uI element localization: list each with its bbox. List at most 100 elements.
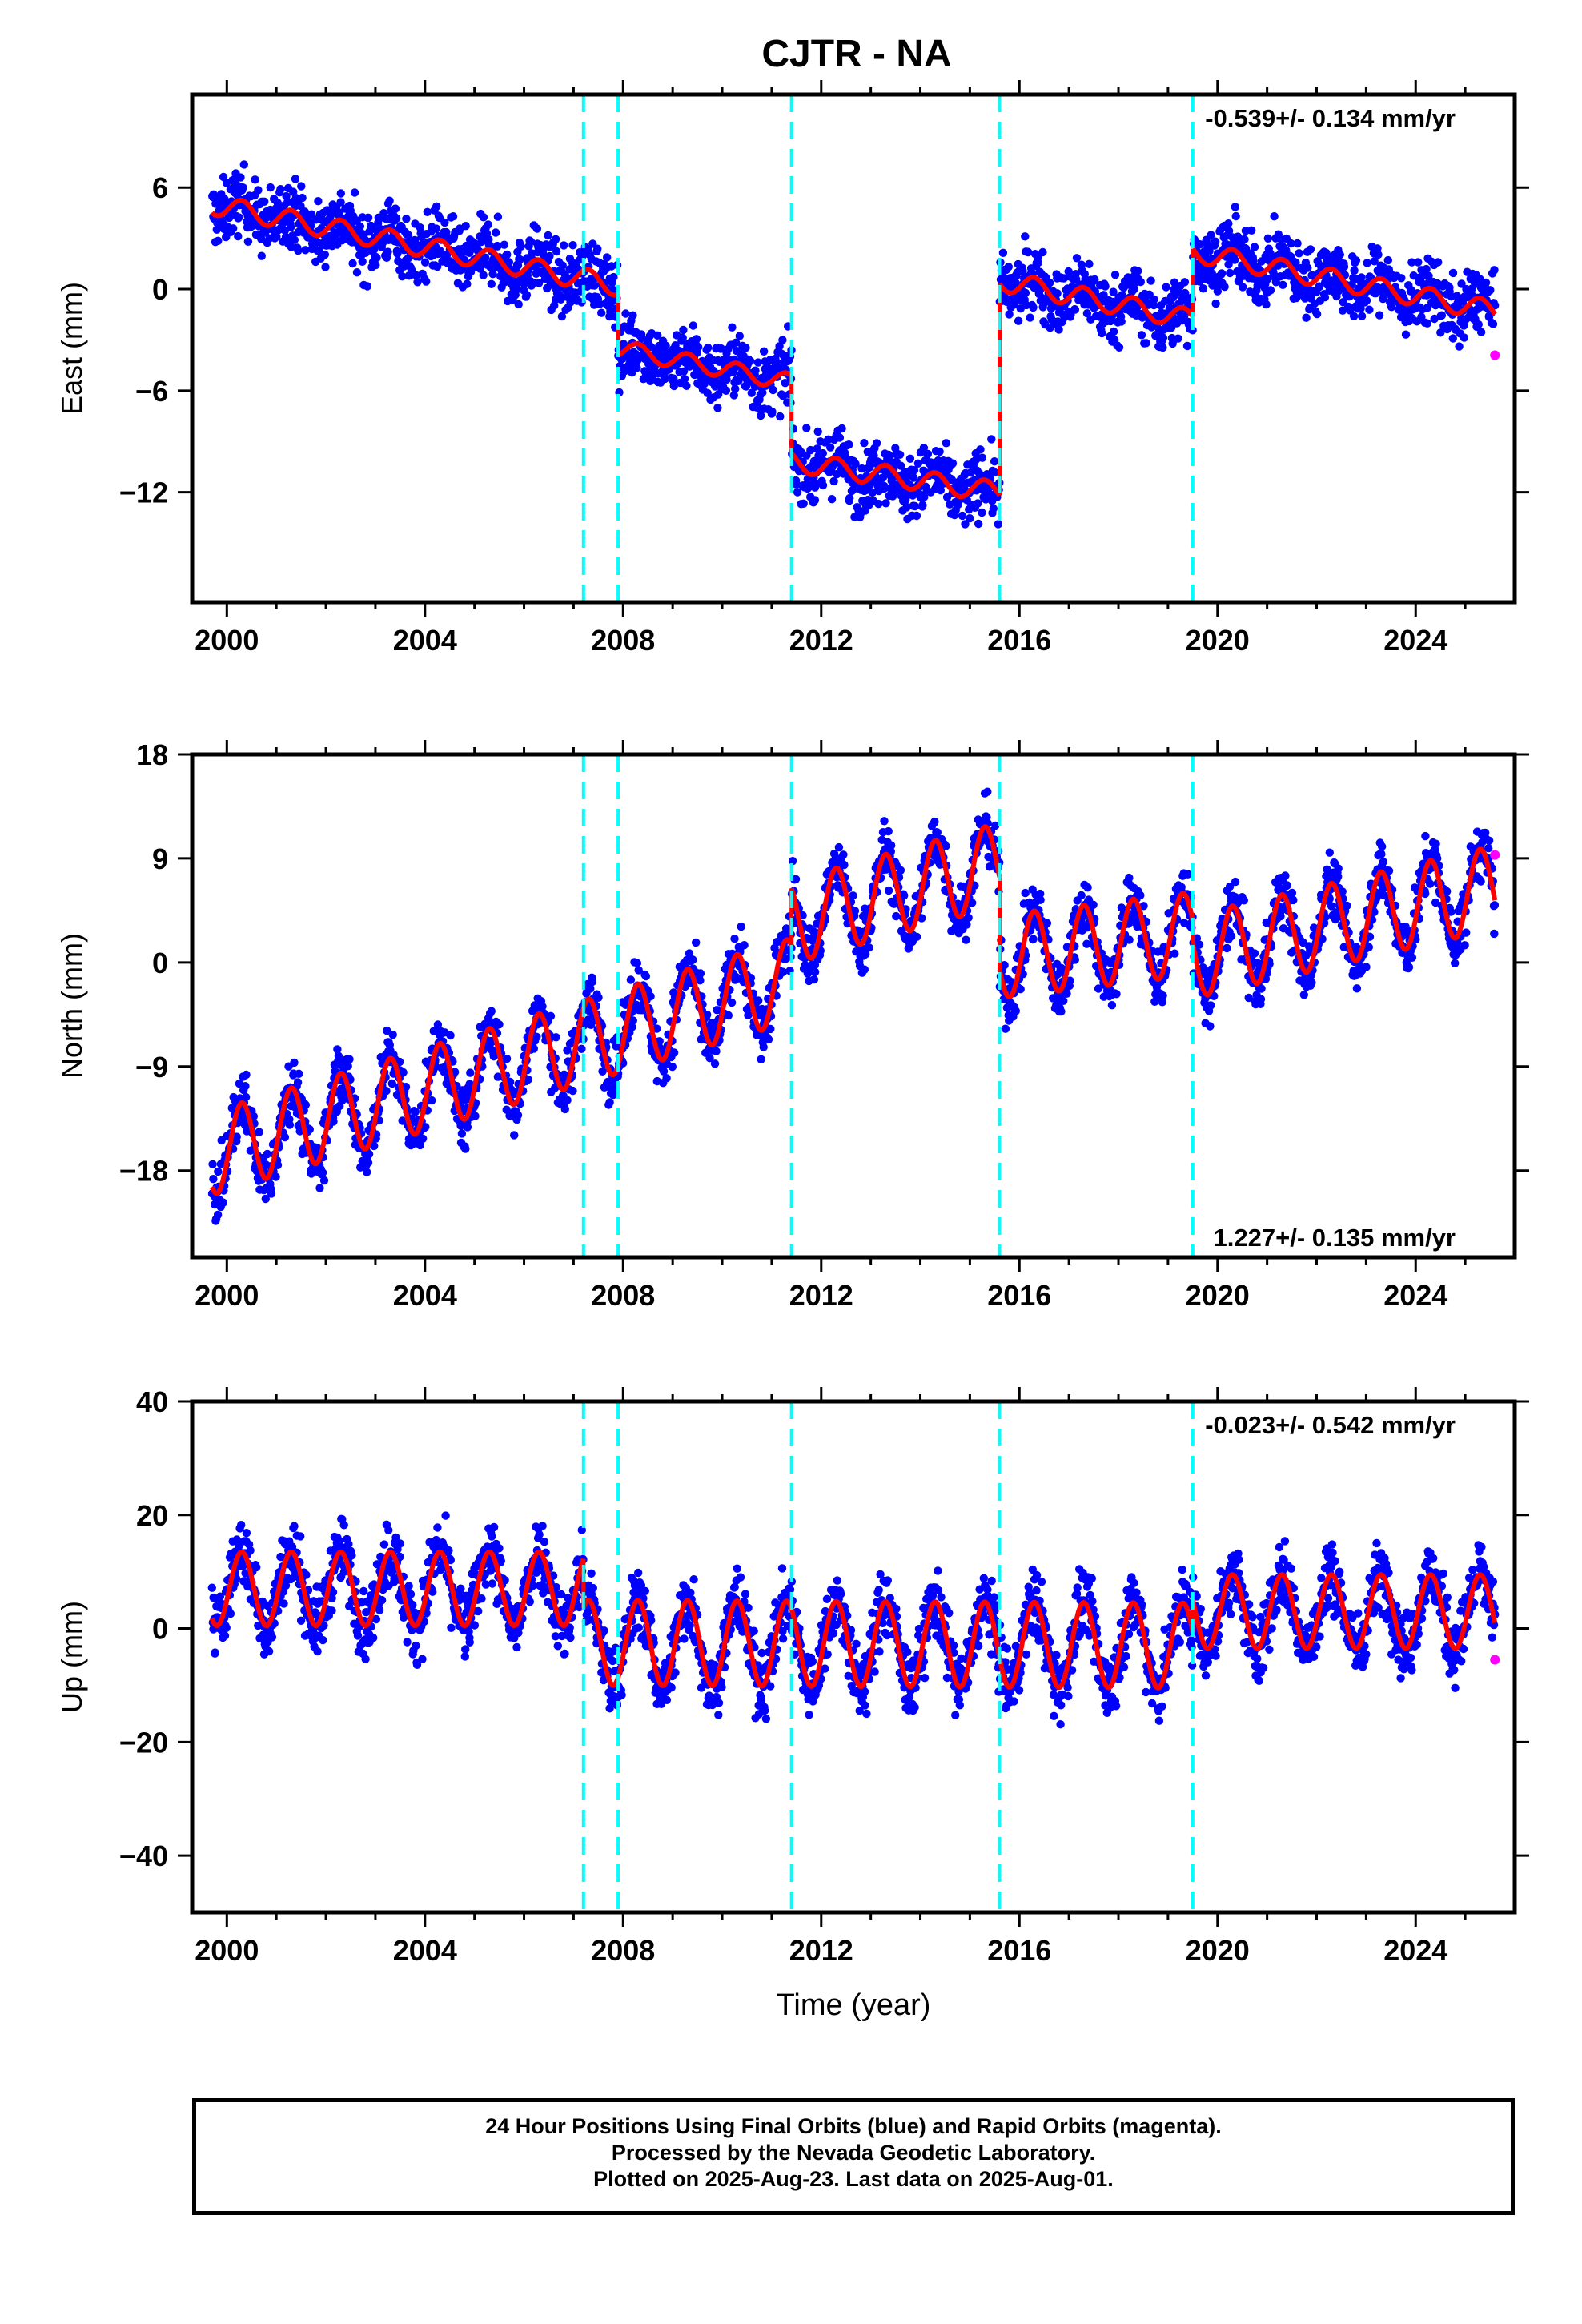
east-point	[896, 461, 905, 470]
east-point	[895, 450, 905, 459]
north-point	[968, 899, 977, 907]
north-point	[1309, 923, 1319, 932]
north-point	[382, 1087, 391, 1096]
east-point	[595, 300, 604, 308]
north-point	[737, 922, 745, 931]
north-point	[917, 914, 926, 923]
north-point	[246, 1146, 255, 1155]
north-point	[1283, 881, 1291, 890]
east-point	[902, 503, 911, 512]
east-point	[768, 408, 777, 416]
north-point	[834, 842, 844, 852]
east-point	[1109, 327, 1118, 336]
east-point	[1262, 300, 1271, 309]
north-point	[865, 943, 873, 952]
north-point	[1029, 935, 1038, 943]
north-point	[241, 1092, 251, 1102]
east-point	[276, 185, 285, 194]
east-point	[1437, 311, 1447, 320]
north-point	[839, 850, 848, 859]
panel-north: 2000 2004 2008 2012 2016 2020 20241890−9−18Nor…	[55, 738, 1529, 1312]
east-point	[826, 443, 835, 452]
east-point	[1029, 303, 1038, 312]
north-point	[626, 975, 636, 984]
east-point	[463, 279, 472, 288]
north-point	[568, 1086, 577, 1096]
north-point	[563, 1096, 572, 1104]
east-point	[1401, 330, 1411, 339]
east-point	[935, 447, 944, 456]
north-point	[759, 1043, 768, 1051]
east-point	[514, 300, 523, 309]
east-point	[711, 382, 720, 391]
north-point	[724, 1011, 733, 1020]
east-point	[669, 381, 678, 391]
north-point	[942, 842, 950, 850]
east-point	[516, 242, 525, 251]
north-point	[586, 984, 595, 993]
east-point	[781, 379, 789, 388]
east-point	[792, 480, 801, 489]
north-point	[338, 1096, 347, 1105]
east-point	[653, 331, 662, 340]
east-point	[422, 277, 431, 286]
east-point	[845, 440, 853, 449]
east-point	[778, 392, 788, 400]
east-point	[994, 520, 1003, 529]
east-point	[837, 424, 846, 433]
east-point	[1185, 318, 1194, 327]
east-point	[1397, 274, 1406, 283]
east-point	[905, 454, 915, 463]
north-point	[598, 1067, 607, 1076]
north-point	[1227, 931, 1236, 941]
east-point	[1053, 289, 1062, 298]
east-xtick-label: 2024	[1383, 624, 1447, 657]
east-point	[558, 261, 567, 270]
east-point	[1165, 304, 1174, 312]
north-point	[219, 1198, 227, 1207]
east-point	[420, 258, 430, 267]
east-point	[1174, 334, 1182, 343]
east-point	[1134, 267, 1142, 275]
east-point	[1182, 341, 1192, 351]
north-point	[396, 1057, 404, 1067]
north-point	[510, 1131, 519, 1140]
east-point	[551, 235, 560, 243]
north-point	[641, 971, 651, 981]
east-point	[534, 279, 544, 287]
east-point	[423, 207, 432, 216]
north-point	[962, 920, 971, 929]
east-point	[912, 511, 921, 521]
north-point	[840, 860, 849, 870]
east-point	[1320, 293, 1330, 302]
east-point	[910, 501, 920, 511]
east-point	[1011, 278, 1020, 287]
east-point	[1220, 282, 1229, 292]
north-point	[1338, 887, 1347, 896]
east-point	[593, 244, 602, 253]
east-point	[913, 459, 923, 468]
east-point	[355, 222, 364, 231]
east-point	[806, 445, 815, 455]
east-point	[998, 248, 1008, 257]
east-point	[1146, 276, 1155, 285]
east-model-segment-4	[1191, 247, 1497, 316]
east-point	[818, 480, 828, 490]
east-xtick-label: 2008	[591, 624, 655, 657]
north-point	[1231, 877, 1240, 887]
east-point	[829, 476, 838, 486]
north-point	[887, 841, 896, 850]
east-point	[942, 439, 951, 448]
east-point	[741, 344, 750, 352]
east-point	[1090, 275, 1099, 284]
east-point	[257, 235, 266, 243]
east-point	[1110, 271, 1120, 279]
north-point	[343, 1062, 352, 1071]
north-point	[1001, 1024, 1010, 1033]
east-point	[1211, 299, 1220, 308]
east-point	[1035, 286, 1045, 295]
east-point	[961, 520, 970, 529]
north-point	[418, 1134, 428, 1144]
north-point	[1042, 919, 1052, 928]
east-model-segment-2	[789, 452, 1002, 500]
